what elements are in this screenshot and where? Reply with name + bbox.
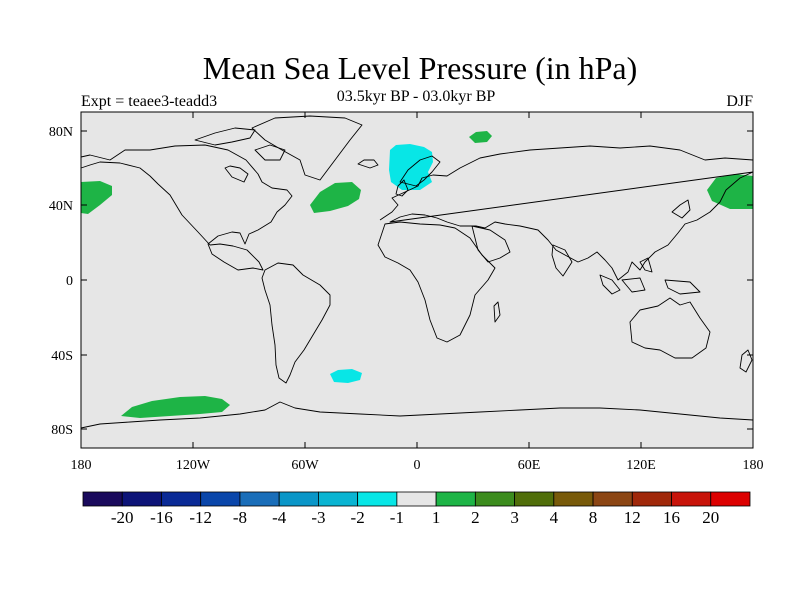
colorbar-label: -4 bbox=[272, 508, 287, 527]
colorbar-label: -16 bbox=[150, 508, 173, 527]
lon-tick-label: 120W bbox=[176, 458, 211, 473]
anomaly-southatlantic-negative bbox=[330, 369, 362, 383]
coastline-scandinavia bbox=[399, 155, 441, 187]
lon-tick-label: 180 bbox=[71, 458, 92, 473]
lat-tick-label: 0 bbox=[66, 274, 73, 289]
lon-tick-label: 120E bbox=[626, 458, 656, 473]
coastline-arabia bbox=[471, 225, 511, 263]
coastline-south-america bbox=[261, 262, 331, 384]
coastline-antarctica bbox=[80, 401, 754, 429]
chart-title: Mean Sea Level Pressure (in hPa) bbox=[202, 50, 638, 86]
coastline-north-america bbox=[80, 144, 293, 271]
coastline-india bbox=[551, 244, 573, 277]
colorbar-label: -3 bbox=[311, 508, 325, 527]
colorbar-swatch bbox=[671, 491, 712, 507]
colorbar-swatch bbox=[553, 491, 594, 507]
coastline-japan bbox=[671, 199, 691, 219]
coastline-arctic-islands bbox=[194, 127, 286, 161]
lat-tick-label: 40S bbox=[51, 349, 73, 364]
colorbar-swatch bbox=[592, 491, 633, 507]
anomaly-southpacific-positive bbox=[121, 396, 230, 418]
colorbar-label: 2 bbox=[471, 508, 480, 527]
coastline-iceland bbox=[357, 159, 379, 169]
coastline-madagascar bbox=[493, 301, 501, 323]
colorbar-swatch bbox=[239, 491, 280, 507]
colorbar-swatch bbox=[161, 491, 202, 507]
lat-tick-label: 80N bbox=[49, 125, 73, 140]
lat-tick-labels: 80N 40N 0 40S 80S bbox=[49, 125, 73, 438]
anomaly-patches bbox=[81, 131, 753, 418]
coastline-maritime-continent bbox=[599, 257, 701, 295]
colorbar-label: 16 bbox=[663, 508, 680, 527]
period-label: 03.5kyr BP - 03.0kyr BP bbox=[336, 88, 496, 105]
colorbar-swatch bbox=[710, 491, 751, 507]
anomaly-atlantic-positive bbox=[310, 182, 361, 213]
colorbar-label: -2 bbox=[351, 508, 365, 527]
colorbar-label: -1 bbox=[390, 508, 404, 527]
lon-tick-label: 60E bbox=[518, 458, 541, 473]
colorbar-swatch bbox=[200, 491, 241, 507]
coastline-australia bbox=[629, 297, 711, 359]
colorbar-label: -12 bbox=[189, 508, 212, 527]
colorbar-label: 1 bbox=[432, 508, 441, 527]
colorbar-swatch bbox=[474, 491, 515, 507]
colorbar-swatch bbox=[631, 491, 672, 507]
colorbar-swatch bbox=[278, 491, 319, 507]
coastlines bbox=[80, 115, 754, 429]
colorbar-label: 12 bbox=[624, 508, 641, 527]
coastline-hudson-bay bbox=[224, 165, 249, 183]
experiment-label: Expt = teaee3-teadd3 bbox=[81, 93, 218, 110]
coastline-uk bbox=[395, 179, 409, 197]
anomaly-barents-positive bbox=[469, 131, 492, 143]
colorbar-label: 8 bbox=[589, 508, 598, 527]
colorbar-label: 20 bbox=[702, 508, 719, 527]
coastline-europe-asia bbox=[379, 145, 754, 281]
colorbar-label: 4 bbox=[550, 508, 559, 527]
colorbar-swatch bbox=[121, 491, 162, 507]
colorbar: -20 -16 -12 -8 -4 -3 -2 -1 1 2 3 4 8 12 16 20 bbox=[82, 491, 751, 527]
lon-tick-label: 60W bbox=[291, 458, 319, 473]
colorbar-label: -8 bbox=[233, 508, 247, 527]
map-ticks bbox=[81, 112, 753, 448]
lat-tick-label: 40N bbox=[49, 199, 73, 214]
colorbar-swatch bbox=[396, 491, 437, 507]
map-panel: 80N 40N 0 40S 80S 180 120W 60W 0 60E 120… bbox=[49, 111, 764, 473]
colorbar-swatch bbox=[357, 491, 398, 507]
colorbar-label: 3 bbox=[510, 508, 519, 527]
colorbar-swatch bbox=[82, 491, 123, 507]
lat-tick-label: 80S bbox=[51, 423, 73, 438]
lon-tick-labels: 180 120W 60W 0 60E 120E 180 bbox=[71, 458, 764, 473]
anomaly-pacific-north-positive bbox=[81, 181, 112, 214]
coastline-greenland bbox=[251, 115, 363, 181]
colorbar-swatch bbox=[435, 491, 476, 507]
colorbar-swatch bbox=[514, 491, 555, 507]
colorbar-swatch bbox=[318, 491, 359, 507]
lon-tick-label: 0 bbox=[414, 458, 421, 473]
coastline-africa bbox=[377, 221, 496, 343]
lon-tick-label: 180 bbox=[743, 458, 764, 473]
coastline-new-zealand bbox=[739, 349, 753, 373]
colorbar-label: -20 bbox=[111, 508, 134, 527]
anomaly-pacific-northwest-positive bbox=[707, 174, 753, 209]
season-label: DJF bbox=[726, 93, 753, 110]
